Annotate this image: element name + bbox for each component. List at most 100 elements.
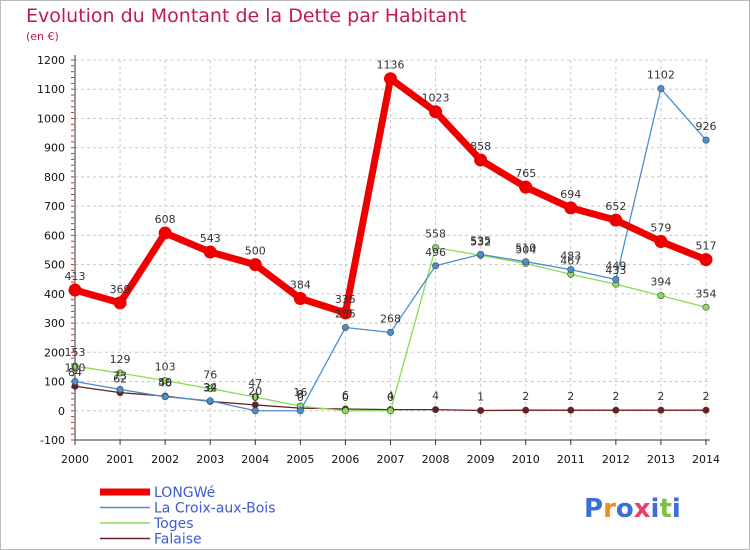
- x-tick-label: 2010: [512, 453, 540, 466]
- y-tick-label: 400: [44, 288, 65, 301]
- y-tick-label: 700: [44, 200, 65, 213]
- data-label: 335: [335, 293, 356, 306]
- data-label: 384: [290, 279, 311, 292]
- data-point: [612, 406, 620, 414]
- data-point: [702, 406, 710, 414]
- data-label: 449: [605, 260, 626, 273]
- data-label: 0: [387, 391, 394, 404]
- data-point: [158, 226, 172, 240]
- data-label: 2: [657, 390, 664, 403]
- x-tick-label: 2012: [602, 453, 630, 466]
- data-label: 16: [293, 386, 307, 399]
- data-point: [699, 253, 713, 267]
- data-label: 103: [155, 361, 176, 374]
- data-label: 84: [68, 366, 82, 379]
- data-label: 413: [65, 270, 86, 283]
- data-point: [429, 105, 443, 119]
- data-point: [68, 283, 82, 297]
- x-tick-label: 2011: [557, 453, 585, 466]
- data-point: [564, 201, 578, 215]
- data-point: [248, 258, 262, 272]
- data-label: 62: [113, 373, 127, 386]
- data-point: [386, 328, 394, 336]
- y-tick-labels: -100 0 100 200 300 400 500 600 700 800 900 1000 1100…: [37, 54, 65, 447]
- data-label: 500: [245, 245, 266, 258]
- data-label: 73: [113, 369, 127, 382]
- data-point: [203, 245, 217, 259]
- legend-label: La Croix-aux-Bois: [154, 501, 276, 517]
- data-label: 50: [158, 376, 172, 389]
- data-point: [702, 136, 710, 144]
- y-tick-label: 900: [44, 142, 65, 155]
- x-tick-label: 2009: [467, 453, 495, 466]
- data-label: 48: [158, 377, 172, 390]
- data-label: 608: [155, 213, 176, 226]
- data-label: 517: [696, 240, 717, 253]
- axes: [71, 55, 710, 445]
- y-tick-label: 800: [44, 171, 65, 184]
- x-tick-label: 2001: [106, 453, 134, 466]
- data-point: [432, 406, 440, 414]
- data-label: 926: [696, 120, 717, 133]
- data-point: [341, 323, 349, 331]
- data-point: [567, 266, 575, 274]
- data-label: 369: [110, 283, 131, 296]
- legend-item-toges: Toges: [100, 516, 194, 532]
- data-point: [71, 378, 79, 386]
- grid: [74, 59, 710, 441]
- data-label: 433: [605, 264, 626, 277]
- legend-item-la-croix-aux-bois: La Croix-aux-Bois: [100, 501, 276, 517]
- data-label: 153: [65, 346, 86, 359]
- y-tick-label: 200: [44, 346, 65, 359]
- logo-text: Proxiti: [584, 494, 681, 524]
- data-point: [567, 406, 575, 414]
- data-point: [522, 258, 530, 266]
- y-tick-label: 1200: [37, 54, 65, 67]
- data-label: 2: [567, 390, 574, 403]
- y-tick-label: 500: [44, 259, 65, 272]
- data-point: [384, 72, 397, 86]
- data-point: [654, 235, 668, 249]
- x-tick-label: 2002: [151, 453, 179, 466]
- data-label: 1102: [647, 69, 675, 82]
- data-point: [116, 385, 124, 393]
- legend-item-longwe: LONGWé: [100, 485, 215, 501]
- series-layer: [68, 72, 713, 415]
- data-label: 694: [560, 188, 581, 201]
- data-label: 467: [560, 254, 581, 267]
- data-label: 100: [65, 362, 86, 375]
- y-tick-label: 100: [44, 376, 65, 389]
- data-label: 4: [432, 390, 439, 403]
- chart-subtitle: (en €): [26, 30, 59, 43]
- data-label: 20: [248, 385, 262, 398]
- data-point: [702, 303, 710, 311]
- data-label: 1023: [422, 92, 450, 105]
- x-tick-label: 2005: [286, 453, 314, 466]
- data-point: [206, 397, 214, 405]
- data-label: 532: [470, 235, 491, 248]
- data-label: 1: [477, 390, 484, 403]
- y-tick-label: 300: [44, 317, 65, 330]
- data-point: [657, 85, 665, 93]
- data-label: 129: [110, 353, 131, 366]
- data-label: 0: [297, 391, 304, 404]
- x-tick-label: 2000: [61, 453, 89, 466]
- data-point: [296, 407, 304, 415]
- proxiti-logo: Proxiti: [584, 494, 681, 524]
- data-label: 0: [252, 391, 259, 404]
- data-label: 32: [203, 381, 217, 394]
- legend-label: Toges: [153, 516, 194, 532]
- data-label: 6: [342, 389, 349, 402]
- data-point: [474, 153, 488, 167]
- data-point: [341, 407, 349, 415]
- data-label: 47: [248, 377, 262, 390]
- data-point: [477, 406, 485, 414]
- x-tick-label: 2006: [331, 453, 359, 466]
- data-label: 496: [425, 246, 446, 259]
- data-point: [432, 262, 440, 270]
- legend-label: LONGWé: [154, 485, 215, 501]
- data-label: 2: [703, 390, 710, 403]
- data-point: [161, 377, 169, 385]
